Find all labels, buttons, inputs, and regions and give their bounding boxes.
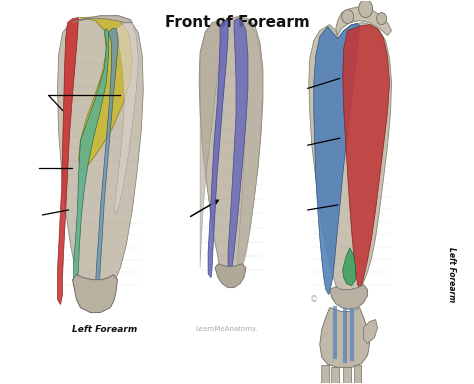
Ellipse shape [376, 13, 387, 25]
Polygon shape [95, 28, 118, 291]
Polygon shape [320, 308, 370, 367]
Polygon shape [314, 23, 360, 295]
Polygon shape [343, 25, 390, 290]
Polygon shape [238, 23, 263, 275]
Ellipse shape [359, 0, 373, 18]
Polygon shape [330, 285, 368, 310]
Text: ©: © [310, 295, 318, 304]
Polygon shape [73, 275, 118, 313]
Polygon shape [332, 367, 340, 384]
Polygon shape [343, 248, 356, 286]
Polygon shape [215, 264, 246, 288]
Polygon shape [208, 20, 228, 278]
Polygon shape [322, 365, 330, 384]
Polygon shape [199, 17, 263, 286]
Polygon shape [79, 17, 132, 172]
Polygon shape [309, 23, 392, 301]
Text: Left Forearm: Left Forearm [447, 247, 456, 302]
Polygon shape [200, 18, 224, 268]
Polygon shape [355, 365, 362, 384]
Polygon shape [57, 18, 79, 305]
Polygon shape [73, 16, 132, 23]
Polygon shape [364, 319, 378, 343]
Ellipse shape [342, 10, 354, 23]
Text: LearnMeAnatomy.: LearnMeAnatomy. [195, 326, 257, 331]
Polygon shape [57, 17, 143, 311]
Polygon shape [344, 367, 352, 384]
Polygon shape [73, 28, 109, 290]
Text: Front of Forearm: Front of Forearm [164, 15, 310, 30]
Polygon shape [114, 23, 138, 215]
Polygon shape [336, 7, 392, 36]
Polygon shape [228, 19, 248, 278]
Text: Left Forearm: Left Forearm [73, 324, 138, 334]
